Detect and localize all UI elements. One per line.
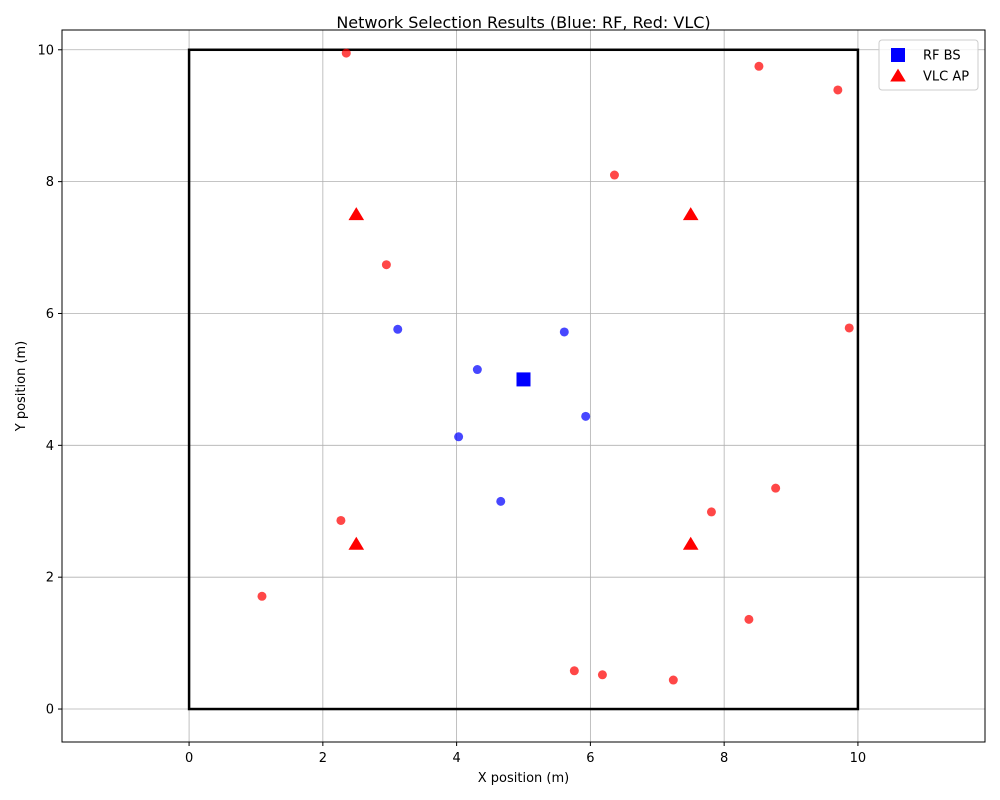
rf-user-point	[472, 365, 482, 375]
vlc-ap-marker	[682, 207, 699, 221]
legend-triangle-icon	[890, 68, 906, 82]
rf-user-point	[496, 496, 506, 506]
x-tick-label: 4	[452, 751, 460, 766]
vlc-user-point	[569, 666, 579, 676]
vlc-user-point	[381, 260, 391, 270]
vlc-user-point	[597, 670, 607, 680]
legend: RF BS VLC AP	[878, 39, 979, 91]
axes-frame	[61, 29, 986, 743]
chart-title: Network Selection Results (Blue: RF, Red…	[336, 13, 710, 32]
y-tick-label: 10	[37, 43, 54, 58]
vlc-user-point	[771, 483, 781, 493]
x-tick-label: 2	[319, 751, 327, 766]
x-tick-label: 10	[850, 751, 867, 766]
room-boundary	[187, 48, 860, 711]
y-tick-label: 4	[46, 439, 54, 454]
vlc-user-point	[744, 614, 754, 624]
rf-user-point	[454, 432, 464, 442]
y-axis-label: Y position (m)	[14, 341, 29, 433]
rf-user-point	[581, 411, 591, 421]
vlc-user-point	[257, 591, 267, 601]
legend-label: VLC AP	[923, 70, 969, 85]
y-tick-label: 6	[46, 307, 54, 322]
vlc-user-point	[668, 675, 678, 685]
vlc-user-point	[706, 507, 716, 517]
x-tick-label: 6	[586, 751, 594, 766]
vlc-user-point	[336, 515, 346, 525]
vlc-user-point	[341, 48, 351, 58]
rf-bs-marker	[516, 372, 531, 387]
room-boundary-rect	[187, 48, 860, 711]
y-tick-label: 2	[46, 571, 54, 586]
vlc-user-point	[833, 85, 843, 95]
rf-user-point	[393, 324, 403, 334]
x-tick-label: 0	[185, 751, 193, 766]
legend-square-icon	[891, 48, 905, 62]
y-tick-label: 0	[46, 703, 54, 718]
vlc-ap-marker	[348, 536, 365, 550]
vlc-ap-marker	[682, 536, 699, 550]
vlc-ap-marker	[348, 207, 365, 221]
vlc-user-point	[609, 170, 619, 180]
y-tick-label: 8	[46, 175, 54, 190]
x-tick-label: 8	[720, 751, 728, 766]
vlc-user-point	[754, 61, 764, 71]
legend-label: RF BS	[923, 49, 961, 64]
x-axis-label: X position (m)	[478, 771, 569, 786]
data-points	[257, 48, 854, 685]
ticks: 0 2 4 6 8 10 0 2 4 6 8 10	[37, 43, 866, 766]
vlc-user-point	[844, 323, 854, 333]
rf-user-point	[559, 327, 569, 337]
